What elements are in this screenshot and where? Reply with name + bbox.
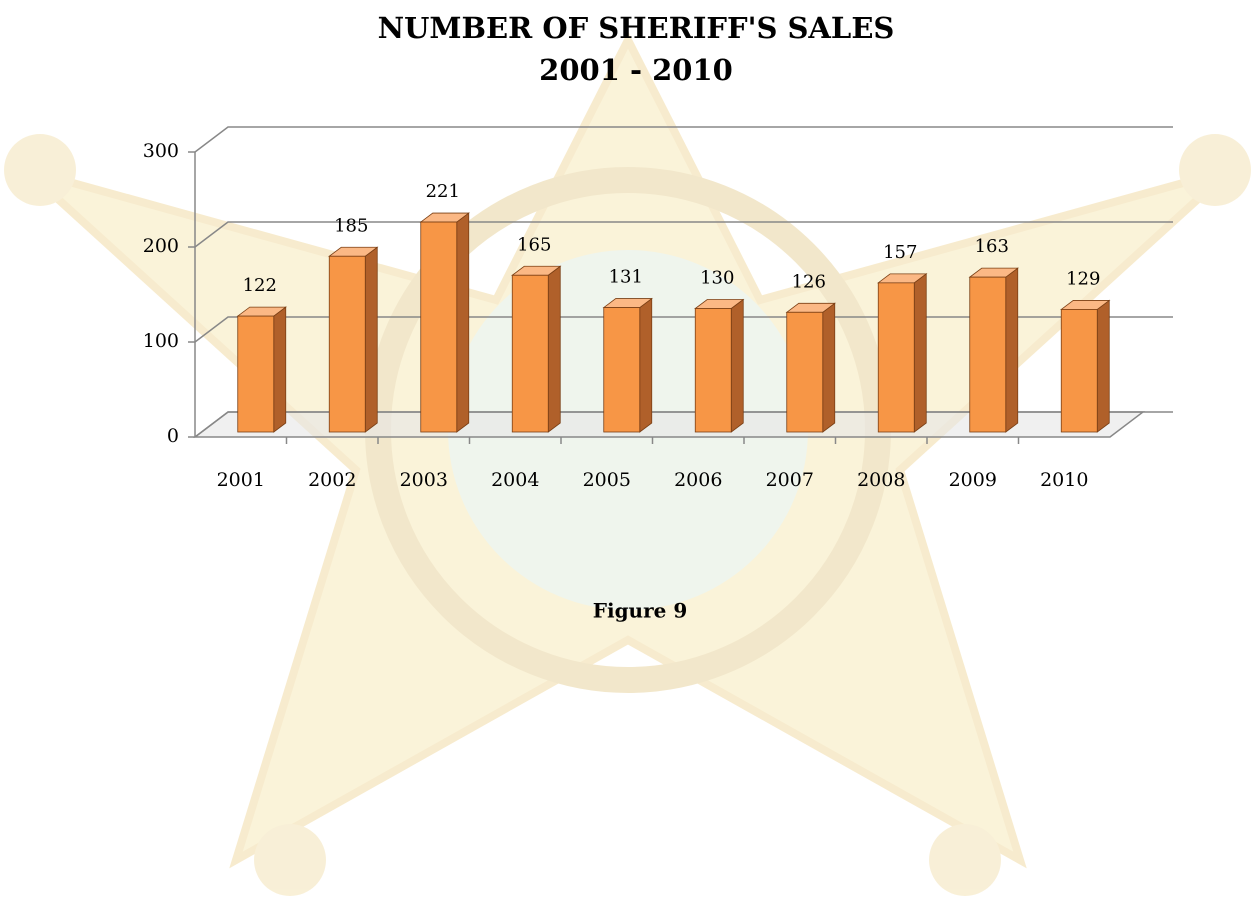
bar-front [511,274,549,433]
bar-side [364,246,378,433]
y-tick-label: 300 [143,140,179,162]
x-tick-label: 2001 [217,469,265,491]
data-label: 157 [883,242,917,263]
bar-front [328,255,366,433]
chart-subtitle: 2001 - 2010 [539,53,733,87]
bar [602,297,653,433]
chart-title: NUMBER OF SHERIFF'S SALES [378,11,895,45]
grid-line [194,126,1173,153]
bar-side [1005,267,1019,433]
data-label: 131 [609,267,643,288]
y-tick-label: 200 [143,235,179,257]
data-label: 163 [975,236,1009,257]
x-tick-label: 2006 [674,469,722,491]
bar-front [877,282,915,433]
x-tick-label: 2004 [491,469,539,491]
star-shape [23,31,1233,869]
grid-line [194,316,1173,343]
bar [511,265,562,433]
bar-side [547,265,561,433]
star-ball [254,824,326,896]
bar-front [420,221,458,433]
x-tick-label: 2007 [766,469,814,491]
x-tick-label: 2008 [857,469,905,491]
bar-front [786,311,824,433]
bar-side [1096,299,1110,433]
bar [785,302,836,433]
bar-side [456,212,470,433]
star-ball [1179,134,1251,206]
data-label: 165 [517,234,551,255]
bar-front [969,276,1007,433]
data-label: 129 [1066,268,1100,289]
data-label: 122 [243,275,277,296]
x-tick-label: 2003 [400,469,448,491]
bar [328,246,379,433]
figure-caption: Figure 9 [593,599,687,623]
x-tick-label: 2010 [1040,469,1088,491]
bar [236,306,287,433]
data-label: 130 [700,268,734,289]
bar-front [1060,309,1098,433]
bar [877,273,928,433]
y-tick-label: 0 [167,425,179,447]
data-label: 185 [334,215,368,236]
grid-line [194,221,1173,248]
bar [1060,299,1111,433]
x-tick-label: 2009 [949,469,997,491]
x-tick-label: 2002 [308,469,356,491]
bar-side [822,302,836,433]
bar-front [603,307,641,433]
background-star [4,31,1251,896]
plot-area: 0 100 200 300 2001 122 2002 185 2003 221 2004 165 20… [143,126,1173,491]
grid-line [194,411,1173,438]
bar-side [730,298,744,433]
bar-side [639,297,653,433]
bar-front [237,315,275,433]
bar-front [694,308,732,433]
star-ball [4,134,76,206]
bar-side [913,273,927,433]
data-label: 126 [792,271,826,292]
y-tick-label: 100 [143,330,179,352]
x-tick-label: 2005 [583,469,631,491]
bar [419,212,470,433]
bar-side [273,306,287,433]
data-label: 221 [426,181,460,202]
star-ball [929,824,1001,896]
bar [968,267,1019,433]
bar [694,298,745,433]
